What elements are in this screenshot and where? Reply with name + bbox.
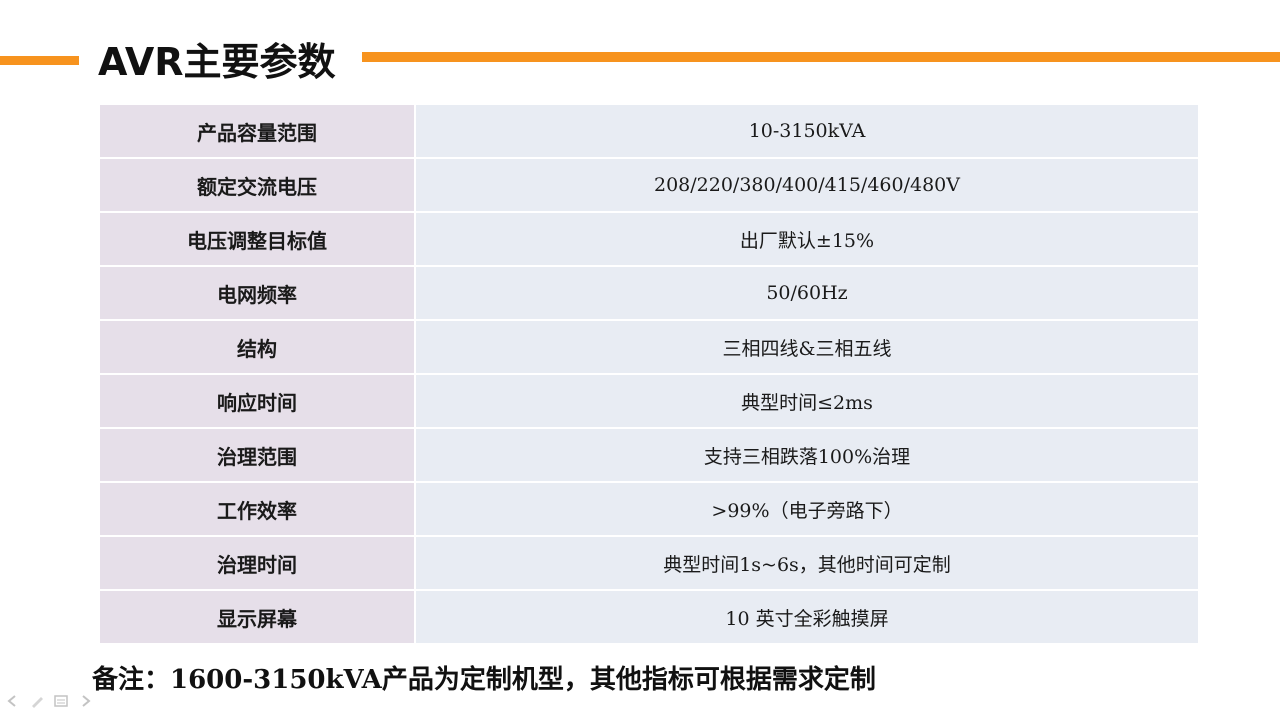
row-label: 电压调整目标值 (98, 211, 416, 267)
row-label: 结构 (98, 319, 416, 375)
row-value: 10 英寸全彩触摸屏 (414, 589, 1200, 645)
row-value: 支持三相跌落100%治理 (414, 427, 1200, 483)
row-value: 50/60Hz (414, 265, 1200, 321)
row-value: >99%（电子旁路下） (414, 481, 1200, 537)
row-value: 出厂默认±15% (414, 211, 1200, 267)
table-row: 结构 三相四线&三相五线 (98, 319, 1200, 375)
menu-icon[interactable] (52, 692, 70, 710)
row-label: 产品容量范围 (98, 103, 416, 159)
row-value: 10-3150kVA (414, 103, 1200, 159)
row-label: 工作效率 (98, 481, 416, 537)
table-row: 电网频率 50/60Hz (98, 265, 1200, 321)
table-row: 产品容量范围 10-3150kVA (98, 103, 1200, 159)
pen-icon[interactable] (28, 692, 46, 710)
arrow-right-icon[interactable] (76, 692, 94, 710)
footer-note: 备注：1600-3150kVA产品为定制机型，其他指标可根据需求定制 (92, 665, 876, 695)
row-value: 三相四线&三相五线 (414, 319, 1200, 375)
arrow-left-icon[interactable] (4, 692, 22, 710)
row-label: 额定交流电压 (98, 157, 416, 213)
row-value: 典型时间1s~6s，其他时间可定制 (414, 535, 1200, 591)
slideshow-nav (4, 690, 94, 712)
row-label: 响应时间 (98, 373, 416, 429)
row-value: 208/220/380/400/415/460/480V (414, 157, 1200, 213)
row-label: 治理时间 (98, 535, 416, 591)
table-row: 响应时间 典型时间≤2ms (98, 373, 1200, 429)
table-row: 治理时间 典型时间1s~6s，其他时间可定制 (98, 535, 1200, 591)
row-value: 典型时间≤2ms (414, 373, 1200, 429)
table-row: 工作效率 >99%（电子旁路下） (98, 481, 1200, 537)
title-accent-bar-right (362, 52, 1280, 62)
table-row: 额定交流电压 208/220/380/400/415/460/480V (98, 157, 1200, 213)
slide-title: AVR主要参数 (98, 40, 336, 84)
title-accent-bar-left (0, 56, 79, 65)
row-label: 电网频率 (98, 265, 416, 321)
table-row: 显示屏幕 10 英寸全彩触摸屏 (98, 589, 1200, 645)
table-row: 电压调整目标值 出厂默认±15% (98, 211, 1200, 267)
spec-table: 产品容量范围 10-3150kVA 额定交流电压 208/220/380/400… (98, 103, 1200, 645)
row-label: 治理范围 (98, 427, 416, 483)
table-row: 治理范围 支持三相跌落100%治理 (98, 427, 1200, 483)
row-label: 显示屏幕 (98, 589, 416, 645)
